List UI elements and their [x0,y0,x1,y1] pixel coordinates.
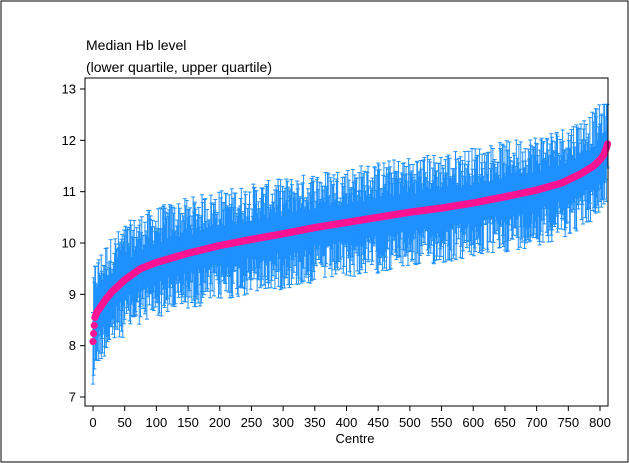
median-point [90,329,98,338]
median-point [89,337,97,346]
y-tick-label: 7 [69,390,76,405]
x-tick-label: 450 [367,415,389,430]
x-tick-label: 700 [526,415,548,430]
x-tick-label: 650 [494,415,516,430]
y-tick-label: 11 [63,184,77,199]
y-tick-label: 9 [69,287,76,302]
x-tick-label: 750 [557,415,579,430]
x-tick-label: 100 [146,415,168,430]
x-tick-label: 600 [462,415,484,430]
x-tick-label: 300 [272,415,294,430]
x-tick-label: 800 [589,415,611,430]
x-axis: 0 50 100 150 200 250 300 350 400 450 500 550 600 650 7… [89,406,611,430]
median-markers [89,140,612,346]
y-tick-label: 8 [69,338,76,353]
y-tick-label: 13 [62,82,76,97]
y-tick-label: 10 [62,236,76,251]
x-tick-label: 400 [336,415,358,430]
x-axis-title: Centre [335,431,374,446]
x-tick-label: 250 [241,415,263,430]
median-point [90,321,98,330]
x-tick-label: 0 [89,415,96,430]
y-axis: 7 8 9 10 11 12 13 [62,82,85,405]
x-tick-label: 500 [399,415,421,430]
y-tick-label: 12 [62,133,76,148]
x-tick-label: 150 [177,415,199,430]
x-tick-label: 350 [304,415,326,430]
x-tick-label: 200 [209,415,231,430]
x-tick-label: 50 [117,415,131,430]
x-tick-label: 550 [431,415,453,430]
chart-subtitle: (lower quartile, upper quartile) [86,59,272,75]
chart-title: Median Hb level [86,37,186,53]
